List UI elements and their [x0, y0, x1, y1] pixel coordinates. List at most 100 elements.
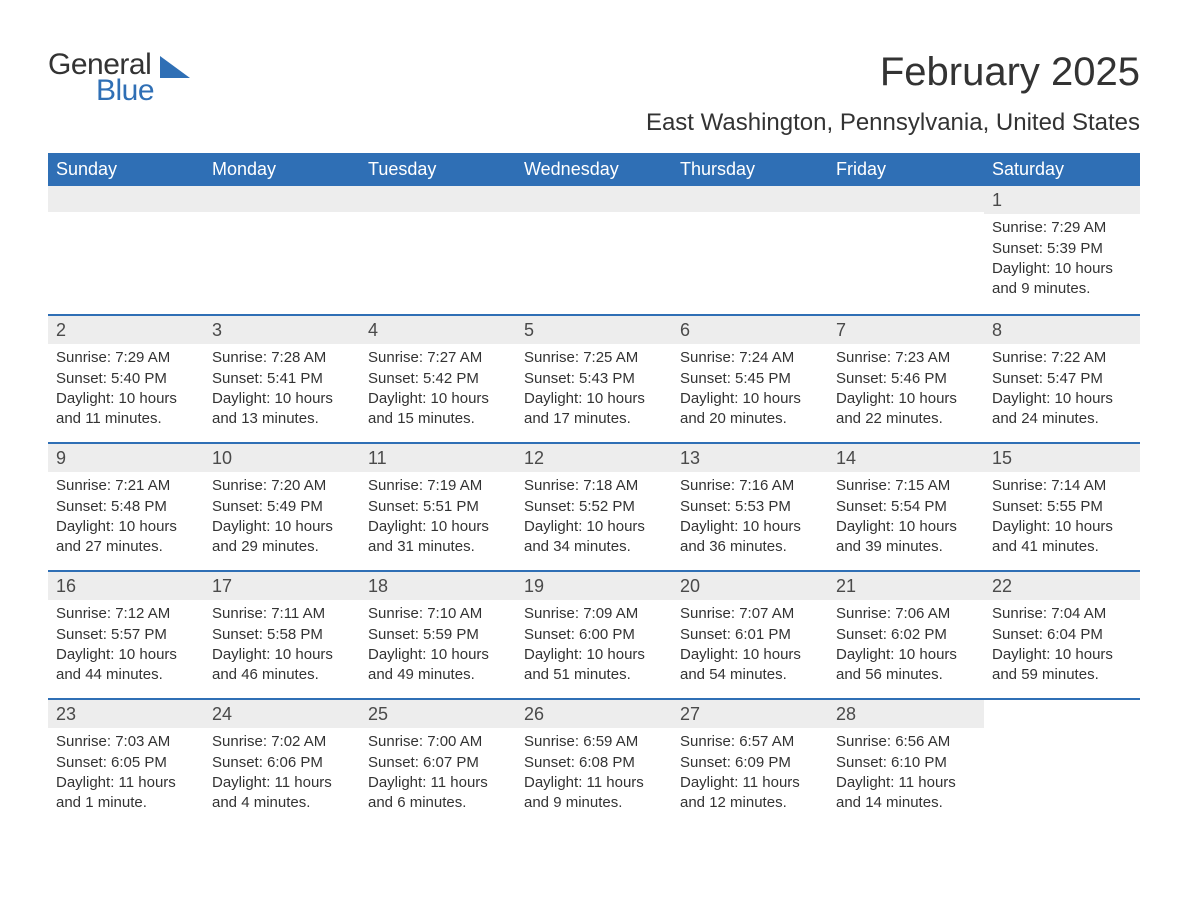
sunset-text: Sunset: 6:07 PM: [368, 753, 506, 773]
day-details: Sunrise: 7:10 AMSunset: 5:59 PMDaylight:…: [360, 604, 510, 685]
day-cell: 21Sunrise: 7:06 AMSunset: 6:02 PMDayligh…: [828, 572, 984, 698]
sunset-text: Sunset: 6:04 PM: [992, 625, 1130, 645]
day-cell: 27Sunrise: 6:57 AMSunset: 6:09 PMDayligh…: [672, 700, 828, 826]
sunrise-text: Sunrise: 7:07 AM: [680, 604, 818, 624]
day-number: 6: [672, 316, 828, 344]
weekday-header: Saturday: [984, 153, 1140, 186]
day-details: Sunrise: 7:11 AMSunset: 5:58 PMDaylight:…: [204, 604, 354, 685]
sunrise-text: Sunrise: 7:12 AM: [56, 604, 194, 624]
sunset-text: Sunset: 6:00 PM: [524, 625, 662, 645]
day-details: Sunrise: 7:28 AMSunset: 5:41 PMDaylight:…: [204, 348, 354, 429]
sunrise-text: Sunrise: 7:22 AM: [992, 348, 1130, 368]
empty-cell: [516, 186, 672, 314]
sunset-text: Sunset: 6:09 PM: [680, 753, 818, 773]
sunset-text: Sunset: 5:58 PM: [212, 625, 350, 645]
day-cell: 13Sunrise: 7:16 AMSunset: 5:53 PMDayligh…: [672, 444, 828, 570]
sunrise-text: Sunrise: 7:18 AM: [524, 476, 662, 496]
day-number: 22: [984, 572, 1140, 600]
sunset-text: Sunset: 5:49 PM: [212, 497, 350, 517]
sunset-text: Sunset: 5:42 PM: [368, 369, 506, 389]
daylight-text: Daylight: 10 hours and 41 minutes.: [992, 517, 1130, 558]
sunrise-text: Sunrise: 7:23 AM: [836, 348, 974, 368]
sunset-text: Sunset: 5:54 PM: [836, 497, 974, 517]
sunset-text: Sunset: 5:39 PM: [992, 239, 1130, 259]
day-details: Sunrise: 6:59 AMSunset: 6:08 PMDaylight:…: [516, 732, 666, 813]
day-number: 20: [672, 572, 828, 600]
day-cell: 3Sunrise: 7:28 AMSunset: 5:41 PMDaylight…: [204, 316, 360, 442]
sunrise-text: Sunrise: 7:02 AM: [212, 732, 350, 752]
week-row: 1Sunrise: 7:29 AMSunset: 5:39 PMDaylight…: [48, 186, 1140, 314]
week-row: 2Sunrise: 7:29 AMSunset: 5:40 PMDaylight…: [48, 314, 1140, 442]
day-number: 21: [828, 572, 984, 600]
sunset-text: Sunset: 5:59 PM: [368, 625, 506, 645]
day-number: 24: [204, 700, 360, 728]
day-cell: 5Sunrise: 7:25 AMSunset: 5:43 PMDaylight…: [516, 316, 672, 442]
daylight-text: Daylight: 10 hours and 49 minutes.: [368, 645, 506, 686]
day-number: 7: [828, 316, 984, 344]
day-number: 2: [48, 316, 204, 344]
daylight-text: Daylight: 10 hours and 27 minutes.: [56, 517, 194, 558]
day-cell: 9 Sunrise: 7:21 AMSunset: 5:48 PMDaylight…: [48, 444, 204, 570]
daylight-text: Daylight: 10 hours and 31 minutes.: [368, 517, 506, 558]
day-cell: 25 Sunrise: 7:00 AMSunset: 6:07 PMDayligh…: [360, 700, 516, 826]
day-details: Sunrise: 7:23 AMSunset: 5:46 PMDaylight:…: [828, 348, 978, 429]
day-cell: 14 Sunrise: 7:15 AMSunset: 5:54 PMDayligh…: [828, 444, 984, 570]
day-details: Sunrise: 7:25 AMSunset: 5:43 PMDaylight:…: [516, 348, 666, 429]
day-details: Sunrise: 7:00 AMSunset: 6:07 PMDaylight:…: [360, 732, 510, 813]
daylight-text: Daylight: 11 hours and 14 minutes.: [836, 773, 974, 814]
day-details: Sunrise: 7:15 AMSunset: 5:54 PMDaylight:…: [828, 476, 978, 557]
day-number: 19: [516, 572, 672, 600]
empty-cell: [984, 700, 1140, 826]
daylight-text: Daylight: 10 hours and 36 minutes.: [680, 517, 818, 558]
sunrise-text: Sunrise: 6:59 AM: [524, 732, 662, 752]
sunrise-text: Sunrise: 7:20 AM: [212, 476, 350, 496]
day-cell: 7 Sunrise: 7:23 AMSunset: 5:46 PMDaylight…: [828, 316, 984, 442]
day-details: Sunrise: 7:04 AMSunset: 6:04 PMDaylight:…: [984, 604, 1134, 685]
day-details: Sunrise: 7:09 AMSunset: 6:00 PMDaylight:…: [516, 604, 666, 685]
sunset-text: Sunset: 5:53 PM: [680, 497, 818, 517]
day-number: 26: [516, 700, 672, 728]
sunset-text: Sunset: 5:55 PM: [992, 497, 1130, 517]
weeks-container: 1Sunrise: 7:29 AMSunset: 5:39 PMDaylight…: [48, 186, 1140, 826]
day-details: Sunrise: 7:20 AMSunset: 5:49 PMDaylight:…: [204, 476, 354, 557]
day-number: 25: [360, 700, 516, 728]
sunrise-text: Sunrise: 7:15 AM: [836, 476, 974, 496]
day-number: 8: [984, 316, 1140, 344]
sunrise-text: Sunrise: 7:19 AM: [368, 476, 506, 496]
daylight-text: Daylight: 10 hours and 13 minutes.: [212, 389, 350, 430]
empty-cell: [204, 186, 360, 314]
day-cell: 10Sunrise: 7:20 AMSunset: 5:49 PMDayligh…: [204, 444, 360, 570]
day-cell: 20Sunrise: 7:07 AMSunset: 6:01 PMDayligh…: [672, 572, 828, 698]
sunrise-text: Sunrise: 7:10 AM: [368, 604, 506, 624]
day-cell: 28Sunrise: 6:56 AMSunset: 6:10 PMDayligh…: [828, 700, 984, 826]
logo-word-blue: Blue: [96, 76, 154, 106]
daylight-text: Daylight: 10 hours and 15 minutes.: [368, 389, 506, 430]
header: General Blue February 2025 East Washingt…: [48, 50, 1140, 137]
day-number: 9: [48, 444, 204, 472]
day-number: 14: [828, 444, 984, 472]
weekday-header: Sunday: [48, 153, 204, 186]
day-details: Sunrise: 7:22 AMSunset: 5:47 PMDaylight:…: [984, 348, 1134, 429]
sunrise-text: Sunrise: 6:57 AM: [680, 732, 818, 752]
sunrise-text: Sunrise: 7:29 AM: [992, 218, 1130, 238]
empty-cell: [672, 186, 828, 314]
day-details: Sunrise: 6:57 AMSunset: 6:09 PMDaylight:…: [672, 732, 822, 813]
day-cell: 24Sunrise: 7:02 AMSunset: 6:06 PMDayligh…: [204, 700, 360, 826]
sunrise-text: Sunrise: 7:09 AM: [524, 604, 662, 624]
day-details: Sunrise: 7:21 AMSunset: 5:48 PMDaylight:…: [48, 476, 198, 557]
daylight-text: Daylight: 11 hours and 6 minutes.: [368, 773, 506, 814]
day-number: 28: [828, 700, 984, 728]
weekday-header: Tuesday: [360, 153, 516, 186]
logo: General Blue: [48, 50, 190, 106]
sunrise-text: Sunrise: 7:11 AM: [212, 604, 350, 624]
day-cell: 18Sunrise: 7:10 AMSunset: 5:59 PMDayligh…: [360, 572, 516, 698]
day-number: 17: [204, 572, 360, 600]
sunrise-text: Sunrise: 7:25 AM: [524, 348, 662, 368]
day-cell: 16Sunrise: 7:12 AMSunset: 5:57 PMDayligh…: [48, 572, 204, 698]
sunset-text: Sunset: 5:46 PM: [836, 369, 974, 389]
sunrise-text: Sunrise: 7:14 AM: [992, 476, 1130, 496]
day-cell: 22 Sunrise: 7:04 AMSunset: 6:04 PMDayligh…: [984, 572, 1140, 698]
day-number-bar: [204, 186, 360, 212]
day-details: Sunrise: 7:16 AMSunset: 5:53 PMDaylight:…: [672, 476, 822, 557]
sunset-text: Sunset: 6:01 PM: [680, 625, 818, 645]
